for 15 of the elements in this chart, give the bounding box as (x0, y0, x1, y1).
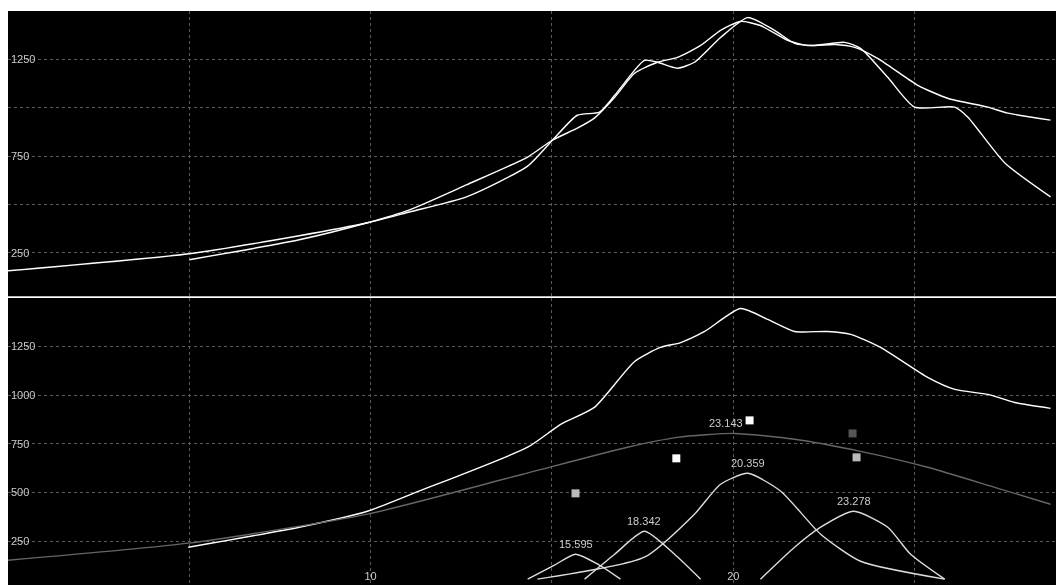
y-tick-label: 500 (11, 486, 30, 499)
annotation: 15.595 (559, 538, 593, 550)
annotation: 20.359 (731, 457, 765, 469)
y-tick-label: 250 (11, 535, 30, 548)
x-tick-label: 20 (727, 569, 740, 582)
annotation: 18.342 (627, 515, 661, 527)
y-tick-label: 750 (11, 437, 30, 450)
y-tick-label: 1250 (11, 53, 36, 66)
x-tick-label: 10 (364, 569, 377, 582)
y-tick-label: 250 (11, 246, 30, 259)
y-tick-label: 1000 (11, 389, 36, 402)
annotation: 23.143 (709, 417, 743, 429)
y-tick-label: 1250 (11, 340, 36, 353)
y-tick-label: 750 (11, 149, 30, 162)
annotation: 23.278 (837, 495, 871, 507)
